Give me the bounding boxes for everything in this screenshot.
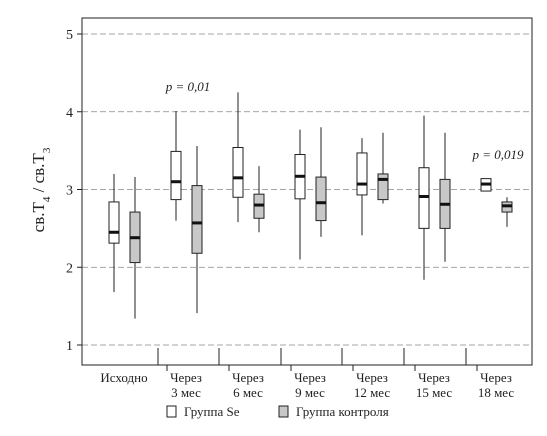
y-tick-label: 3: [66, 184, 73, 199]
box-plot: [191, 145, 203, 314]
legend-label-control: Группа контроля: [296, 404, 389, 419]
y-tick-label: 2: [66, 261, 73, 276]
y-axis-ticks: 1 2 3 4 5: [66, 28, 82, 354]
x-category-label-line2: 9 мес: [295, 385, 325, 400]
y-axis-label: св.T4 / св.T3: [29, 147, 53, 232]
box: [191, 185, 203, 254]
p-value-annotation: p = 0,01: [165, 79, 211, 94]
box-plot: [253, 166, 265, 233]
box-plot: [294, 129, 306, 260]
y-tick-label: 1: [66, 339, 73, 354]
box: [170, 150, 182, 201]
x-category-label-line2: 6 мес: [233, 385, 263, 400]
box: [377, 173, 389, 201]
plot-frame: [81, 17, 533, 366]
box-plot: [377, 132, 389, 204]
x-category-label-line1: Через: [356, 370, 388, 385]
box-plot: [232, 92, 244, 223]
box-plot: [356, 138, 368, 236]
box: [232, 147, 244, 198]
legend-swatch-control: [278, 405, 289, 418]
box: [108, 201, 120, 244]
box: [315, 176, 327, 222]
x-category-label-line1: Через: [480, 370, 512, 385]
box-plot: [480, 178, 492, 192]
legend-label-se: Группа Se: [184, 404, 240, 419]
box: [418, 167, 430, 229]
box-plot: [439, 132, 451, 262]
x-category-label-line2: 3 мес: [171, 385, 201, 400]
y-tick-label: 5: [66, 28, 73, 43]
box-plot: [418, 115, 430, 280]
x-category-label-line1: Через: [170, 370, 202, 385]
box-plot: [501, 197, 513, 227]
x-category-label-line2: 18 мес: [478, 385, 515, 400]
legend-swatch-se: [166, 405, 177, 418]
x-category-label-line1: Исходно: [100, 370, 147, 385]
grid-lines: [82, 33, 532, 346]
box-plot: [108, 173, 120, 293]
x-category-label-line1: Через: [232, 370, 264, 385]
box-plot: [315, 127, 327, 237]
x-category-label-line1: Через: [418, 370, 450, 385]
p-value-annotation: p = 0,019: [471, 147, 524, 162]
y-tick-label: 4: [66, 106, 73, 121]
legend: Группа Se Группа контроля: [166, 404, 389, 419]
x-category-label-line1: Через: [294, 370, 326, 385]
box-plot: [170, 110, 182, 221]
box-plots: [108, 92, 513, 319]
x-category-label-line2: 12 мес: [354, 385, 391, 400]
box: [356, 152, 368, 196]
x-category-label-line2: 15 мес: [416, 385, 453, 400]
box-plot: [129, 177, 141, 319]
annotations: p = 0,01 p = 0,019: [165, 79, 524, 162]
